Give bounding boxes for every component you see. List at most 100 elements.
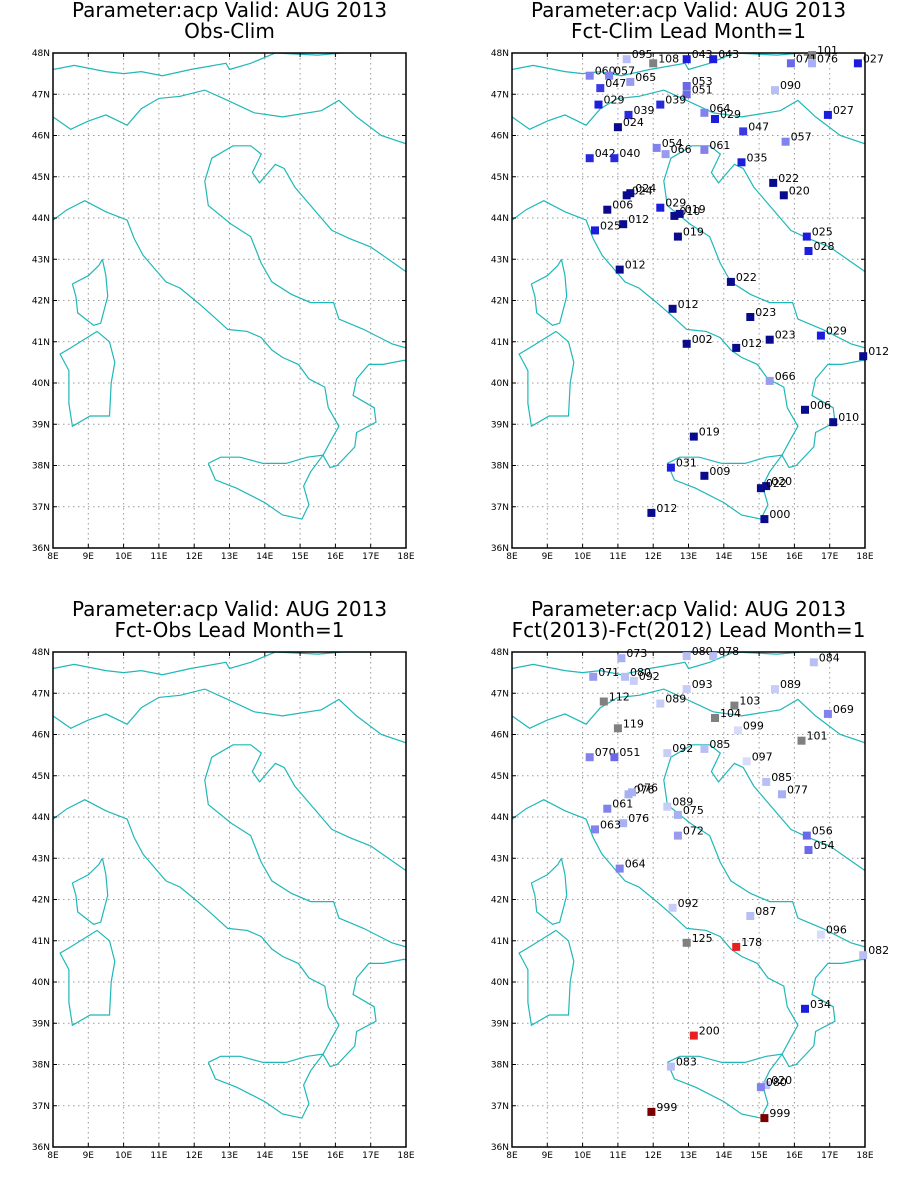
station-marker [649,59,658,68]
sicily-coastline [207,1053,325,1119]
station-marker [675,209,684,218]
x-tick-label: 17E [362,1151,379,1161]
station-marker [594,100,603,109]
station-value-label: 076 [628,812,649,825]
corsica-coastline [71,858,109,925]
station-marker [733,726,742,735]
station-marker [808,51,816,60]
station-marker [682,82,691,90]
y-tick-label: 41N [32,937,50,947]
station-value-label: 047 [605,77,626,90]
station-marker [762,1081,771,1090]
station-marker [619,220,628,229]
sicily-coastline [666,1053,784,1119]
station-marker [823,110,832,119]
panel-title-line2: Obs-Clim [184,19,275,43]
adriatic-coastline [663,744,865,948]
station-value-label: 012 [678,298,699,311]
mainland-coastline [53,200,406,469]
station-value-label: 010 [679,205,700,218]
y-tick-label: 42N [32,896,50,906]
coastlines [512,652,865,1119]
station-value-label: 023 [775,329,796,342]
station-marker [732,343,741,352]
alps-border [53,688,406,744]
station-marker [682,339,691,348]
station-value-label: 093 [692,678,713,691]
station-marker [656,699,665,708]
station-marker [746,912,755,920]
y-tick-label: 47N [491,90,509,100]
x-tick-label: 14E [256,552,273,562]
station-marker [663,802,672,811]
station-value-label: 080 [766,1076,787,1089]
station-value-label: 200 [699,1025,720,1038]
station-value-label: 020 [771,475,792,488]
station-value-label: 022 [736,271,757,284]
y-tick-label: 41N [491,937,509,947]
x-tick-label: 18E [397,552,414,562]
station-value-label: 027 [863,52,884,65]
y-tick-label: 44N [491,813,509,823]
station-value-label: 089 [672,796,693,809]
y-tick-label: 37N [491,1102,509,1112]
station-marker [700,744,709,753]
x-tick-label: 10E [115,552,132,562]
station-marker [771,86,779,95]
y-tick-label: 36N [491,1143,509,1153]
y-tick-label: 45N [32,772,50,782]
station-value-label: 061 [709,139,730,152]
station-marker [617,654,626,663]
station-marker [801,1004,809,1013]
sardinia-coastline [518,929,575,1027]
station-marker [823,709,832,718]
station-marker [656,100,665,109]
x-tick-label: 17E [821,552,838,562]
y-tick-label: 38N [32,462,50,472]
station-marker [700,145,709,154]
station-value-label: 024 [635,182,656,195]
x-tick-label: 10E [574,552,591,562]
y-tick-label: 47N [32,90,50,100]
station-value-label: 043 [718,48,739,61]
station-value-label: 027 [833,104,854,117]
map-panel-4: Parameter:acp Valid: AUG 2013Fct(2013)-F… [491,597,889,1161]
y-tick-label: 46N [491,731,509,741]
station-marker [613,724,622,733]
mainland-coastline [512,799,865,1068]
station-marker [682,652,691,661]
station-value-label: 092 [639,670,660,683]
station-marker [756,484,765,493]
station-value-label: 029 [826,325,847,338]
panel-title-line1: Parameter:acp Valid: AUG 2013 [531,0,846,22]
x-tick-label: 14E [256,1151,273,1161]
station-marker [771,685,779,694]
station-value-label: 025 [600,219,621,232]
station-marker [859,951,868,960]
y-tick-label: 43N [491,854,509,864]
x-tick-label: 9E [83,552,95,562]
station-marker [816,930,825,939]
station-value-label: 089 [665,693,686,706]
station-value-label: 010 [838,411,859,424]
x-tick-label: 9E [83,1151,95,1161]
station-value-label: 104 [720,707,741,720]
mainland-coastline [512,200,865,469]
station-value-label: 075 [683,804,704,817]
x-tick-label: 9E [542,1151,554,1161]
station-marker [726,277,735,286]
station-value-label: 051 [692,83,713,96]
station-value-label: 051 [619,746,640,759]
station-value-label: 047 [748,120,769,133]
station-marker [737,158,746,167]
station-value-label: 019 [685,203,706,216]
station-value-label: 119 [623,717,644,730]
y-tick-label: 39N [491,420,509,430]
x-tick-label: 8E [506,1151,518,1161]
y-tick-label: 38N [491,462,509,472]
station-marker [626,77,635,86]
y-tick-label: 46N [491,132,509,142]
station-marker [673,810,682,819]
